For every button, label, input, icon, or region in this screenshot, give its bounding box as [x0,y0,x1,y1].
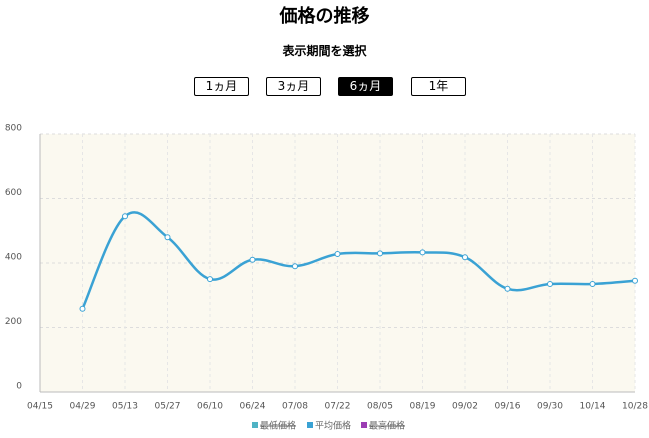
data-point [632,277,638,284]
data-point [292,263,298,270]
legend-label[interactable]: 平均価格 [315,420,351,432]
x-tick-label: 10/28 [622,402,648,412]
y-tick-label: 0 [16,382,22,392]
legend-swatch[interactable] [307,422,313,428]
period-button[interactable]: 3ヵ月 [266,77,321,96]
data-point [334,250,341,257]
y-tick-label: 400 [5,253,22,263]
data-point [589,280,596,287]
x-tick-label: 04/29 [70,402,96,412]
data-point [249,256,256,263]
legend-swatch[interactable] [361,422,367,428]
page-title: 価格の推移 [279,6,370,27]
x-tick-label: 06/24 [240,402,266,412]
series-line [81,211,636,310]
y-tick-label: 600 [5,188,22,198]
x-tick-label: 05/27 [155,402,181,412]
y-tick-label: 800 [5,124,22,134]
data-point [164,234,171,241]
x-tick-label: 05/13 [112,402,138,412]
x-tick-label: 08/05 [367,402,393,412]
data-point [79,305,86,312]
data-point [504,285,511,292]
period-button[interactable]: 1ヵ月 [194,77,249,96]
data-point [462,254,468,261]
x-tick-label: 09/30 [537,402,563,412]
period-label: 表示期間を選択 [282,44,367,58]
x-tick-label: 09/02 [452,402,478,412]
data-point [419,249,426,256]
x-tick-label: 07/22 [325,402,351,412]
x-tick-label: 10/14 [580,402,606,412]
period-button[interactable]: 6ヵ月 [338,77,393,96]
legend-swatch[interactable] [252,422,258,428]
x-tick-label: 06/10 [197,402,223,412]
y-tick-label: 200 [5,317,22,327]
x-tick-label: 04/15 [27,402,53,412]
data-point [207,276,213,283]
data-point [377,250,383,257]
x-tick-label: 08/19 [410,402,436,412]
x-tick-label: 07/08 [282,402,308,412]
period-button[interactable]: 1年 [411,77,466,96]
data-point [122,213,128,220]
data-point [547,280,553,287]
x-tick-label: 09/16 [495,402,521,412]
